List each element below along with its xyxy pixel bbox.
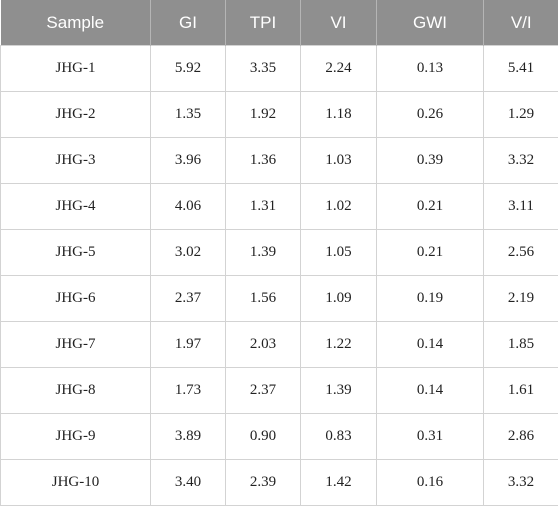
table-cell: 1.39 (300, 367, 377, 414)
table-cell: 2.86 (483, 413, 558, 460)
table-cell: 1.39 (225, 229, 301, 276)
table-cell: 1.56 (225, 275, 301, 322)
header-cell: Sample (0, 0, 151, 46)
table-cell: 1.73 (150, 367, 226, 414)
table-cell: 0.16 (376, 459, 484, 506)
table-cell: 1.85 (483, 321, 558, 368)
table-row: JHG-1 5.92 3.35 2.24 0.13 5.41 (0, 45, 558, 92)
table-cell: JHG-9 (0, 413, 151, 460)
header-cell: TPI (225, 0, 301, 46)
header-row: Sample GI TPI VI GWI V/I (0, 0, 558, 46)
table-cell: 0.31 (376, 413, 484, 460)
table-cell: 2.03 (225, 321, 301, 368)
table-cell: 5.41 (483, 45, 558, 92)
table-row: JHG-9 3.89 0.90 0.83 0.31 2.86 (0, 413, 558, 460)
table-row: JHG-7 1.97 2.03 1.22 0.14 1.85 (0, 321, 558, 368)
table-cell: 1.61 (483, 367, 558, 414)
table-cell: 2.19 (483, 275, 558, 322)
table-cell: 0.14 (376, 321, 484, 368)
table-row: JHG-8 1.73 2.37 1.39 0.14 1.61 (0, 367, 558, 414)
table-cell: 0.14 (376, 367, 484, 414)
table-cell: 0.21 (376, 183, 484, 230)
table-row: JHG-10 3.40 2.39 1.42 0.16 3.32 (0, 459, 558, 506)
table-cell: 1.22 (300, 321, 377, 368)
table-row: JHG-6 2.37 1.56 1.09 0.19 2.19 (0, 275, 558, 322)
table-cell: 2.37 (225, 367, 301, 414)
table-cell: 1.02 (300, 183, 377, 230)
header-cell: V/I (483, 0, 558, 46)
table-cell: 3.96 (150, 137, 226, 184)
table-cell: 3.35 (225, 45, 301, 92)
table-cell: 1.29 (483, 91, 558, 138)
table-cell: 2.24 (300, 45, 377, 92)
table-cell: 3.02 (150, 229, 226, 276)
table-cell: 1.31 (225, 183, 301, 230)
table-cell: JHG-7 (0, 321, 151, 368)
table-cell: 1.92 (225, 91, 301, 138)
table-cell: JHG-10 (0, 459, 151, 506)
table-cell: 1.03 (300, 137, 377, 184)
table-cell: 0.26 (376, 91, 484, 138)
table-row: JHG-5 3.02 1.39 1.05 0.21 2.56 (0, 229, 558, 276)
table-cell: 1.18 (300, 91, 377, 138)
table-cell: 3.32 (483, 459, 558, 506)
table-cell: JHG-2 (0, 91, 151, 138)
table-cell: 3.40 (150, 459, 226, 506)
table-cell: 2.37 (150, 275, 226, 322)
table-cell: JHG-1 (0, 45, 151, 92)
table-cell: 1.09 (300, 275, 377, 322)
table-cell: 1.42 (300, 459, 377, 506)
table-cell: 5.92 (150, 45, 226, 92)
table-cell: 2.56 (483, 229, 558, 276)
table-cell: 1.36 (225, 137, 301, 184)
table-cell: 0.39 (376, 137, 484, 184)
table-cell: 0.90 (225, 413, 301, 460)
table-row: JHG-2 1.35 1.92 1.18 0.26 1.29 (0, 91, 558, 138)
table-cell: 0.13 (376, 45, 484, 92)
table-row: JHG-4 4.06 1.31 1.02 0.21 3.11 (0, 183, 558, 230)
table-cell: 0.21 (376, 229, 484, 276)
table-row: JHG-3 3.96 1.36 1.03 0.39 3.32 (0, 137, 558, 184)
table-body: JHG-1 5.92 3.35 2.24 0.13 5.41 JHG-2 1.35 1.92 1.… (0, 45, 558, 506)
table-cell: JHG-8 (0, 367, 151, 414)
header-cell: GWI (376, 0, 484, 46)
header-cell: GI (150, 0, 226, 46)
table-cell: JHG-4 (0, 183, 151, 230)
table-cell: 4.06 (150, 183, 226, 230)
table-cell: JHG-6 (0, 275, 151, 322)
table-cell: 1.05 (300, 229, 377, 276)
table-cell: 3.11 (483, 183, 558, 230)
header-cell: VI (300, 0, 377, 46)
table-cell: 3.32 (483, 137, 558, 184)
table-cell: JHG-5 (0, 229, 151, 276)
table-cell: JHG-3 (0, 137, 151, 184)
table-cell: 1.97 (150, 321, 226, 368)
table-cell: 2.39 (225, 459, 301, 506)
table-cell: 0.19 (376, 275, 484, 322)
table-cell: 0.83 (300, 413, 377, 460)
table-cell: 1.35 (150, 91, 226, 138)
table-cell: 3.89 (150, 413, 226, 460)
